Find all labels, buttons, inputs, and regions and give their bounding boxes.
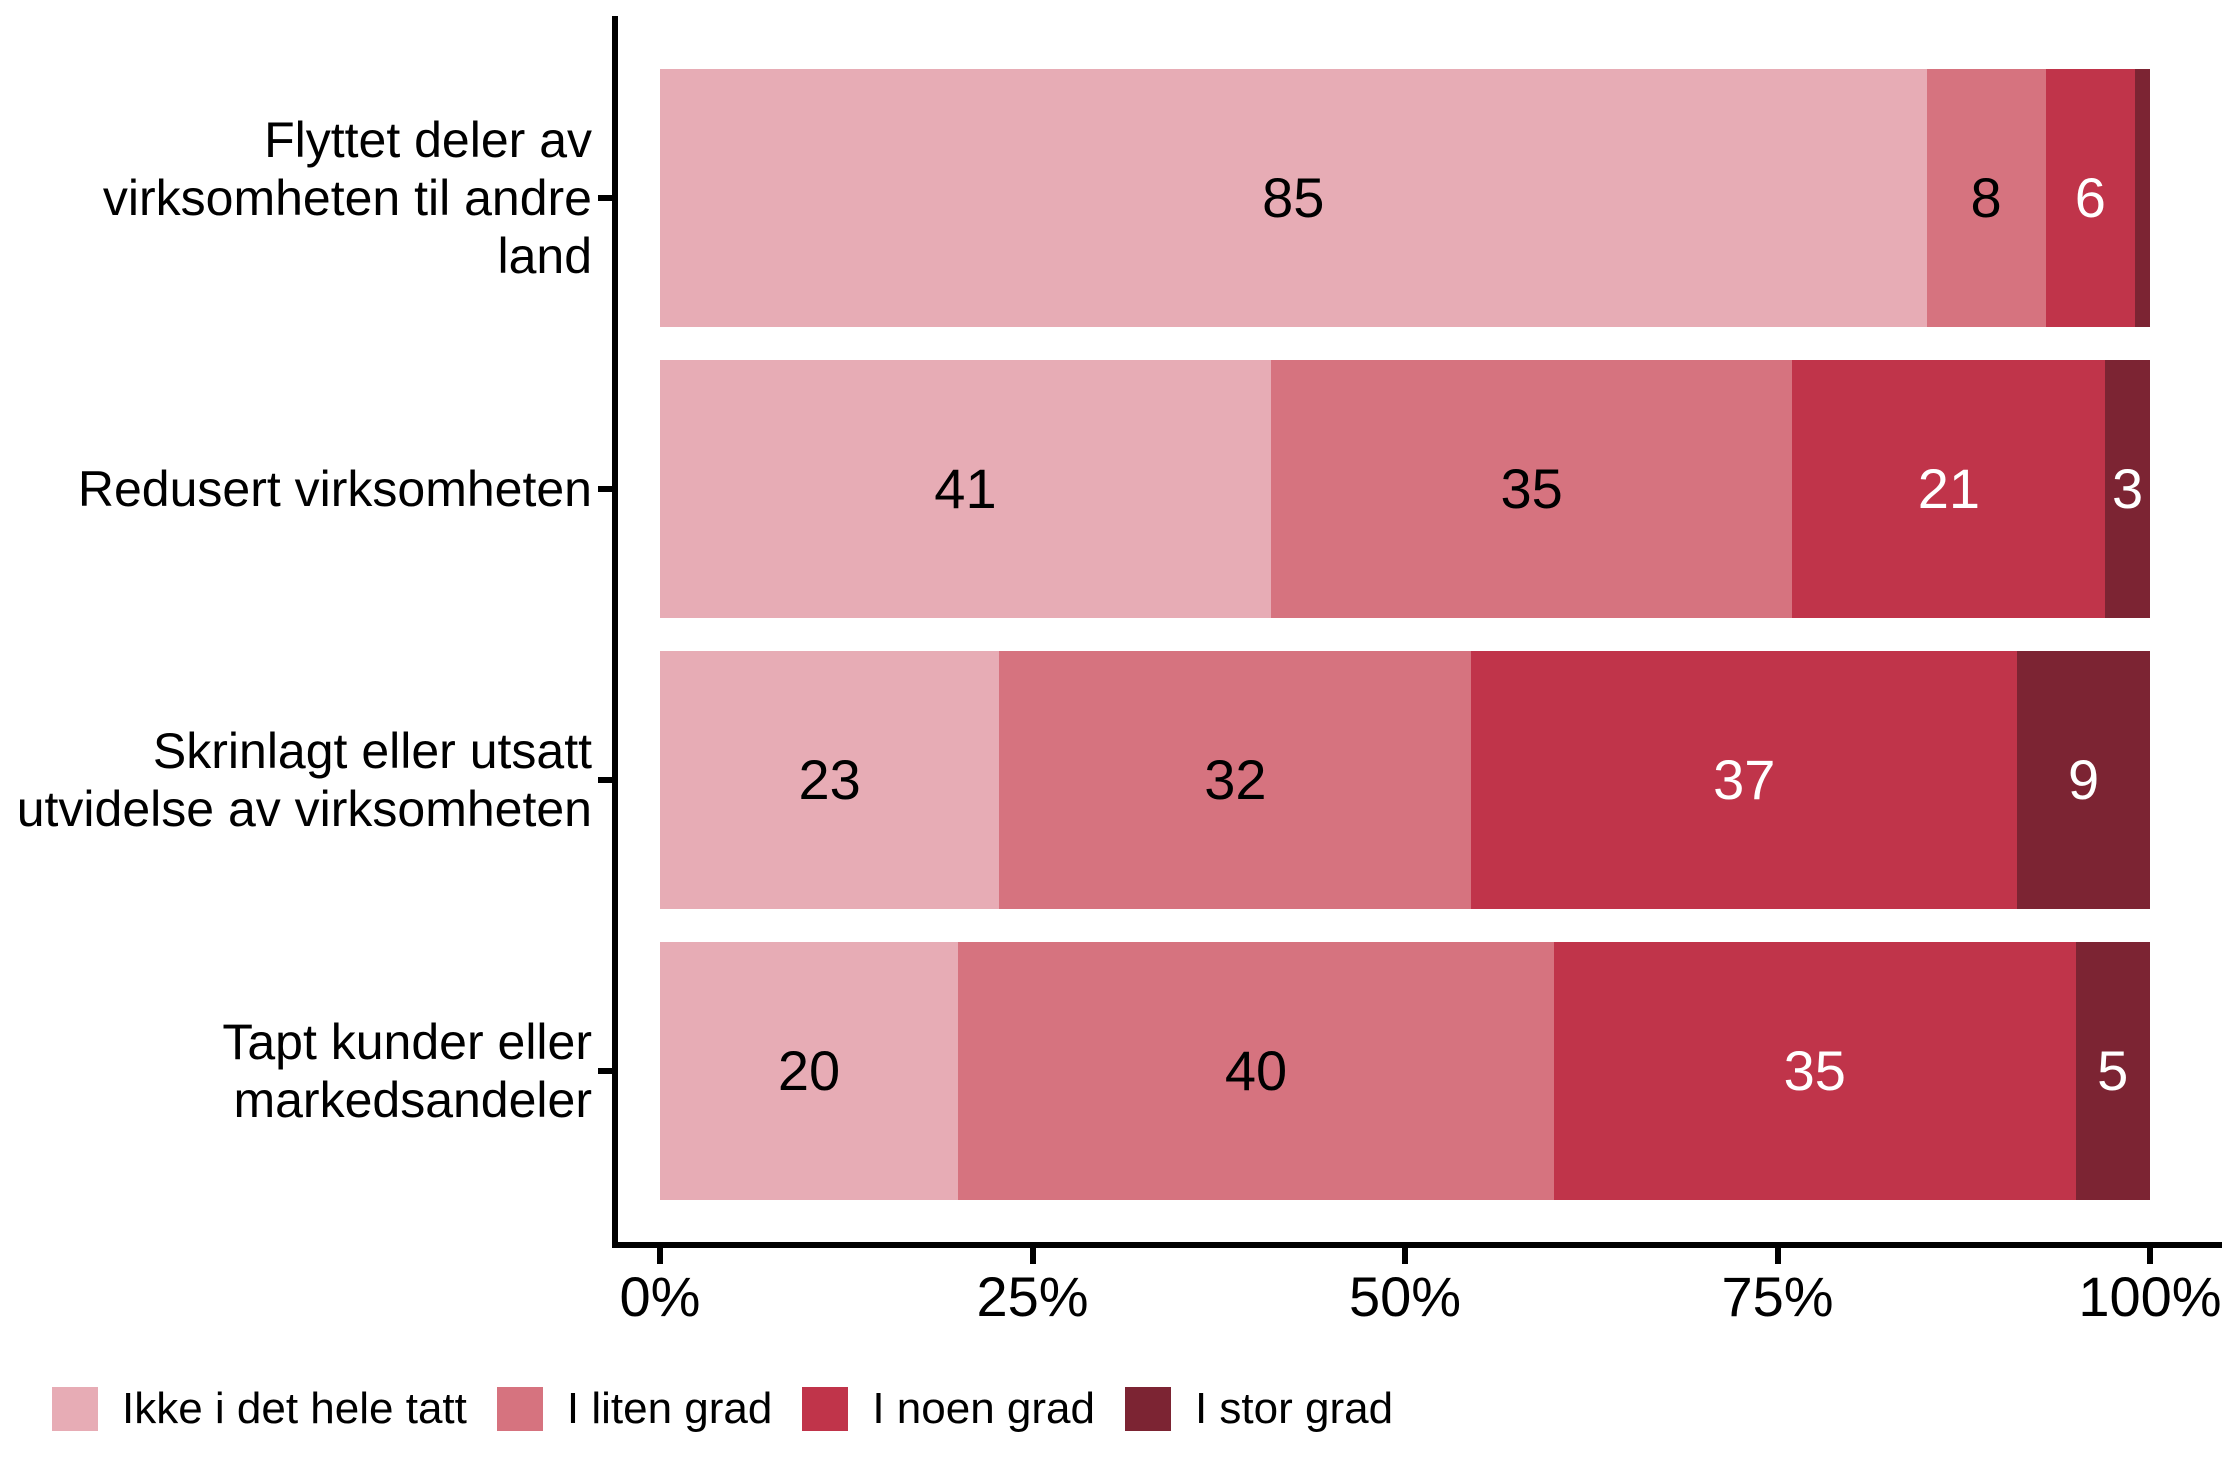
x-tick-label: 50% (1348, 1265, 1462, 1328)
bar-segment: 35 (1270, 360, 1793, 618)
value-label: 6 (2074, 166, 2106, 229)
category-label: Tapt kunder eller markedsandeler (222, 1014, 592, 1128)
value-label: 35 (1783, 1039, 1846, 1102)
bar-row: 23 32 37 9 (660, 651, 2150, 909)
bar-segment: 8 (1926, 69, 2046, 327)
bar-row: 41 35 21 3 (660, 360, 2150, 618)
legend-item: I stor grad (1124, 1384, 1394, 1434)
value-label: 85 (1262, 166, 1325, 229)
legend-label: I stor grad (1194, 1384, 1394, 1433)
value-label: 9 (2068, 748, 2100, 811)
bar-segment: 23 (660, 651, 1000, 909)
x-tick-label: 100% (2078, 1265, 2222, 1328)
bar-row: 20 40 35 5 (660, 942, 2150, 1200)
legend-item: I noen grad (802, 1384, 1095, 1434)
bar-segment (2135, 69, 2150, 327)
x-tick (2147, 1248, 2153, 1264)
bar-segment: 21 (1792, 360, 2106, 618)
bar-segment: 5 (2075, 942, 2150, 1200)
x-tick (657, 1248, 663, 1264)
value-label: 35 (1500, 457, 1563, 520)
x-tick (1774, 1248, 1781, 1264)
bar-segment: 41 (660, 360, 1271, 618)
bar-row: 85 8 6 (660, 69, 2150, 327)
y-axis-line (612, 16, 618, 1248)
bar-segment: 9 (2017, 651, 2150, 909)
value-label: 40 (1224, 1039, 1288, 1102)
x-tick-label: 25% (976, 1265, 1089, 1328)
legend-label: I noen grad (872, 1384, 1095, 1433)
bar-segment: 37 (1471, 651, 2018, 909)
bar-segment: 85 (660, 69, 1927, 327)
value-label: 8 (1970, 166, 2002, 229)
legend-swatch (52, 1387, 98, 1431)
x-tick (1029, 1248, 1036, 1264)
y-tick (598, 486, 614, 492)
value-label: 3 (2112, 457, 2144, 520)
bar-segment: 40 (958, 942, 1554, 1200)
x-tick-label: 75% (1721, 1265, 1834, 1328)
legend-item: I liten grad (496, 1384, 773, 1434)
bar-segment: 35 (1554, 942, 2076, 1200)
legend-swatch (496, 1387, 543, 1431)
x-tick-label: 0% (619, 1265, 701, 1328)
y-tick (598, 777, 614, 783)
legend: Ikke i det hele tatt I liten grad I noen g… (52, 1384, 1393, 1434)
value-label: 5 (2097, 1039, 2129, 1102)
category-label: Skrinlagt eller utsatt utvidelse av virk… (16, 723, 592, 837)
value-label: 41 (934, 457, 997, 520)
bar-segment: 3 (2105, 360, 2150, 618)
legend-item: Ikke i det hele tatt (52, 1384, 467, 1434)
x-axis-line (612, 1242, 2222, 1248)
value-label: 37 (1713, 748, 1776, 811)
legend-label: I liten grad (566, 1384, 773, 1433)
bar-segment: 32 (999, 651, 1472, 909)
value-label: 21 (1917, 457, 1980, 520)
category-label: Redusert virksomheten (77, 461, 592, 517)
y-tick (598, 195, 614, 201)
x-tick (1402, 1248, 1408, 1264)
value-label: 32 (1204, 748, 1267, 811)
value-label: 20 (777, 1039, 841, 1102)
legend-label: Ikke i det hele tatt (122, 1384, 467, 1433)
bar-segment: 6 (2045, 69, 2136, 327)
legend-swatch (802, 1387, 849, 1431)
y-tick (598, 1068, 614, 1074)
value-label: 23 (798, 748, 861, 811)
category-label: Flyttet deler av virksomheten til andre … (102, 112, 592, 284)
bar-segment: 20 (660, 942, 958, 1200)
legend-swatch (1124, 1387, 1171, 1431)
